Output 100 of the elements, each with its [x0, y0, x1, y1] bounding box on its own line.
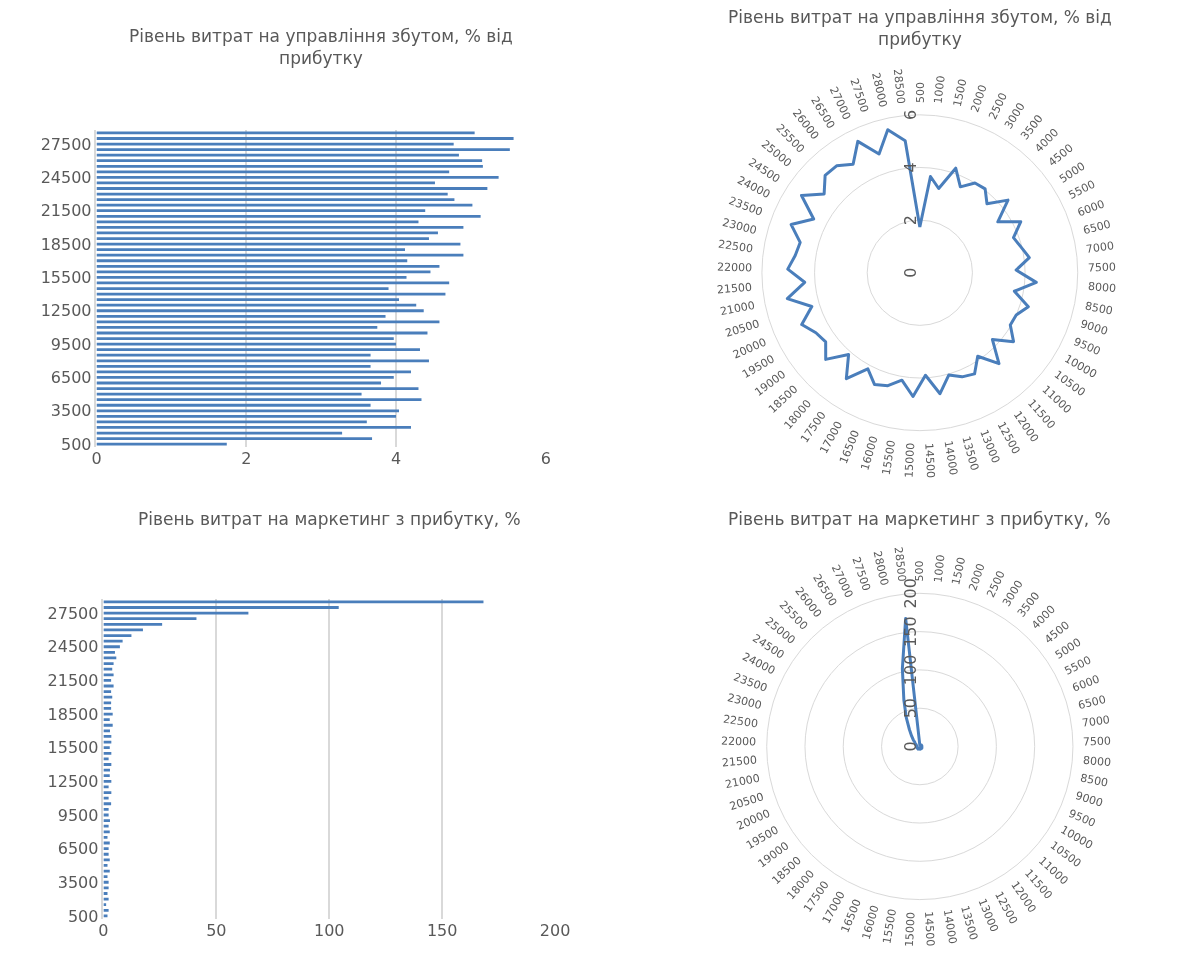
spoke-label: 9000	[1073, 789, 1105, 810]
y-tick-label: 100	[901, 654, 921, 686]
bar	[103, 667, 113, 671]
bar	[96, 320, 440, 324]
spoke-label: 23000	[720, 215, 759, 238]
spoke-label: 6500	[1076, 692, 1108, 713]
bar	[103, 723, 113, 727]
bar	[96, 348, 420, 352]
bar	[96, 220, 419, 224]
spoke-label: 7000	[1081, 713, 1111, 730]
spoke-label: 15000	[902, 442, 918, 479]
bar	[103, 735, 112, 738]
y-tick-label: 6	[901, 109, 921, 120]
spoke-label: 8000	[1087, 279, 1117, 296]
y-tick-label: 0	[901, 267, 921, 278]
bar	[103, 791, 112, 794]
bar	[103, 606, 339, 609]
bar	[96, 187, 488, 190]
y-tick-label: 0	[901, 741, 921, 752]
bar	[103, 718, 110, 722]
spoke-label: 22500	[717, 237, 754, 256]
bar	[103, 701, 112, 705]
spoke-label: 22500	[722, 712, 759, 731]
x-tick-label: 2	[241, 448, 252, 468]
bar	[96, 198, 455, 202]
y-tick-label: 12500	[47, 771, 99, 791]
bar	[103, 796, 109, 800]
spoke-label: 21000	[724, 771, 761, 792]
bar	[103, 729, 110, 733]
y-tick-label: 500	[60, 434, 92, 454]
bar	[103, 639, 123, 643]
spoke-label: 13500	[959, 434, 982, 473]
x-tick-label: 200	[539, 920, 571, 940]
spoke-label: 21000	[719, 298, 756, 319]
bar	[96, 237, 429, 240]
spoke-label: 7000	[1085, 239, 1115, 256]
bar	[96, 137, 514, 140]
bar	[103, 751, 112, 755]
x-tick-label: 6	[540, 448, 551, 468]
y-tick-label: 6500	[57, 839, 99, 859]
bar	[103, 886, 109, 890]
spoke-label: 21500	[716, 280, 753, 297]
y-tick-label: 21500	[47, 670, 99, 690]
chart-title: Рівень витрат на управління збутом, % від прибутку	[728, 7, 1112, 50]
bar	[96, 353, 371, 357]
bar	[96, 159, 483, 163]
y-tick-label: 21500	[40, 201, 92, 221]
spoke-label: 28000	[869, 71, 890, 109]
bar	[96, 437, 373, 440]
y-tick-label: 9500	[57, 805, 99, 825]
bar	[96, 153, 459, 157]
bar	[103, 617, 197, 621]
spoke-label: 15000	[902, 911, 918, 948]
y-tick-label: 150	[901, 616, 921, 647]
bar	[96, 264, 440, 268]
y-tick-label: 12500	[40, 301, 92, 321]
x-tick-label: 100	[313, 920, 345, 940]
bar	[96, 387, 419, 390]
bar	[103, 847, 109, 851]
spoke-label: 2000	[966, 561, 988, 593]
bar	[103, 802, 112, 806]
bar	[96, 314, 386, 318]
bar	[103, 807, 109, 811]
spoke-label: 6000	[1070, 672, 1102, 695]
y-tick-label: 4	[901, 162, 921, 173]
y-tick-label: 6500	[50, 368, 92, 388]
bar	[96, 303, 417, 307]
bar	[96, 253, 464, 257]
y-tick-label: 15500	[47, 738, 99, 758]
chart-title: Рівень витрат на маркетинг з прибутку, %	[728, 509, 1111, 529]
bar	[103, 908, 109, 912]
bar	[103, 695, 113, 699]
spoke-label: 21500	[721, 753, 758, 770]
bar	[96, 409, 400, 413]
spoke-label: 28500	[890, 68, 908, 105]
bar	[103, 774, 110, 778]
bar	[96, 326, 378, 329]
bar	[103, 830, 110, 834]
spoke-label: 14000	[940, 908, 960, 946]
bar	[96, 403, 371, 407]
bar	[96, 226, 464, 229]
y-tick-label: 24500	[40, 167, 92, 187]
y-tick-label: 3500	[57, 872, 99, 892]
x-tick-label: 150	[426, 920, 458, 940]
bar	[96, 203, 473, 207]
y-tick-label: 27500	[40, 134, 92, 154]
spoke-label: 1500	[950, 77, 970, 108]
spoke-label: 7500	[1082, 734, 1112, 749]
spoke-label: 23000	[725, 690, 764, 713]
y-tick-label: 15500	[40, 268, 92, 288]
bar	[96, 270, 431, 274]
spoke-label: 9500	[1071, 335, 1103, 359]
y-tick-label: 500	[67, 906, 99, 926]
bar	[103, 819, 110, 822]
bar	[103, 662, 114, 665]
bar	[103, 763, 112, 766]
spoke-label: 8500	[1083, 299, 1114, 318]
chart-title: Рівень витрат на маркетинг з прибутку, %	[138, 509, 521, 529]
spoke-label: 14500	[921, 910, 937, 947]
spoke-label: 9000	[1078, 317, 1110, 338]
